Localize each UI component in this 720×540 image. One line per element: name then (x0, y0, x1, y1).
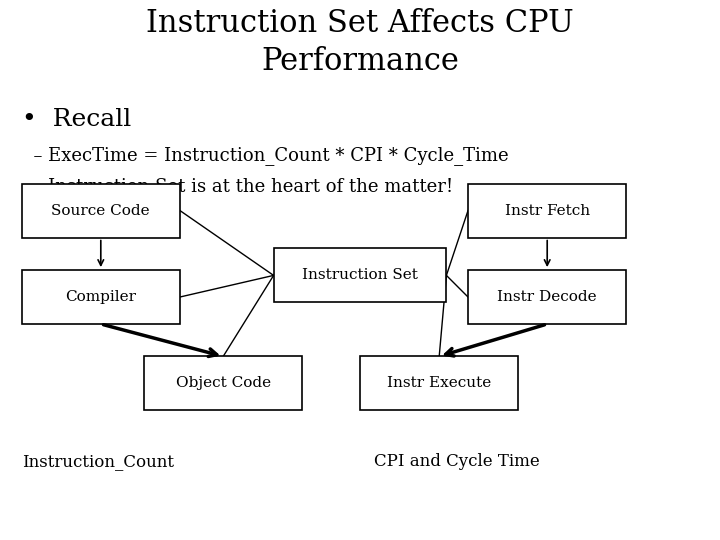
Text: Instruction Set Affects CPU
Performance: Instruction Set Affects CPU Performance (146, 8, 574, 77)
Text: – ExecTime = Instruction_Count * CPI * Cycle_Time: – ExecTime = Instruction_Count * CPI * C… (22, 146, 508, 165)
FancyBboxPatch shape (22, 270, 180, 324)
Text: CPI and Cycle Time: CPI and Cycle Time (374, 453, 540, 470)
FancyBboxPatch shape (468, 184, 626, 238)
Text: Instr Execute: Instr Execute (387, 376, 491, 390)
Text: – Instruction Set is at the heart of the matter!: – Instruction Set is at the heart of the… (22, 178, 453, 196)
FancyBboxPatch shape (274, 248, 446, 302)
FancyBboxPatch shape (22, 184, 180, 238)
Text: Instr Decode: Instr Decode (498, 290, 597, 304)
Text: Source Code: Source Code (52, 204, 150, 218)
Text: Instr Fetch: Instr Fetch (505, 204, 590, 218)
Text: Compiler: Compiler (66, 290, 136, 304)
Text: Instruction_Count: Instruction_Count (22, 453, 174, 470)
FancyBboxPatch shape (360, 356, 518, 410)
FancyBboxPatch shape (468, 270, 626, 324)
Text: Instruction Set: Instruction Set (302, 268, 418, 282)
Text: Object Code: Object Code (176, 376, 271, 390)
FancyBboxPatch shape (144, 356, 302, 410)
Text: •  Recall: • Recall (22, 108, 131, 131)
